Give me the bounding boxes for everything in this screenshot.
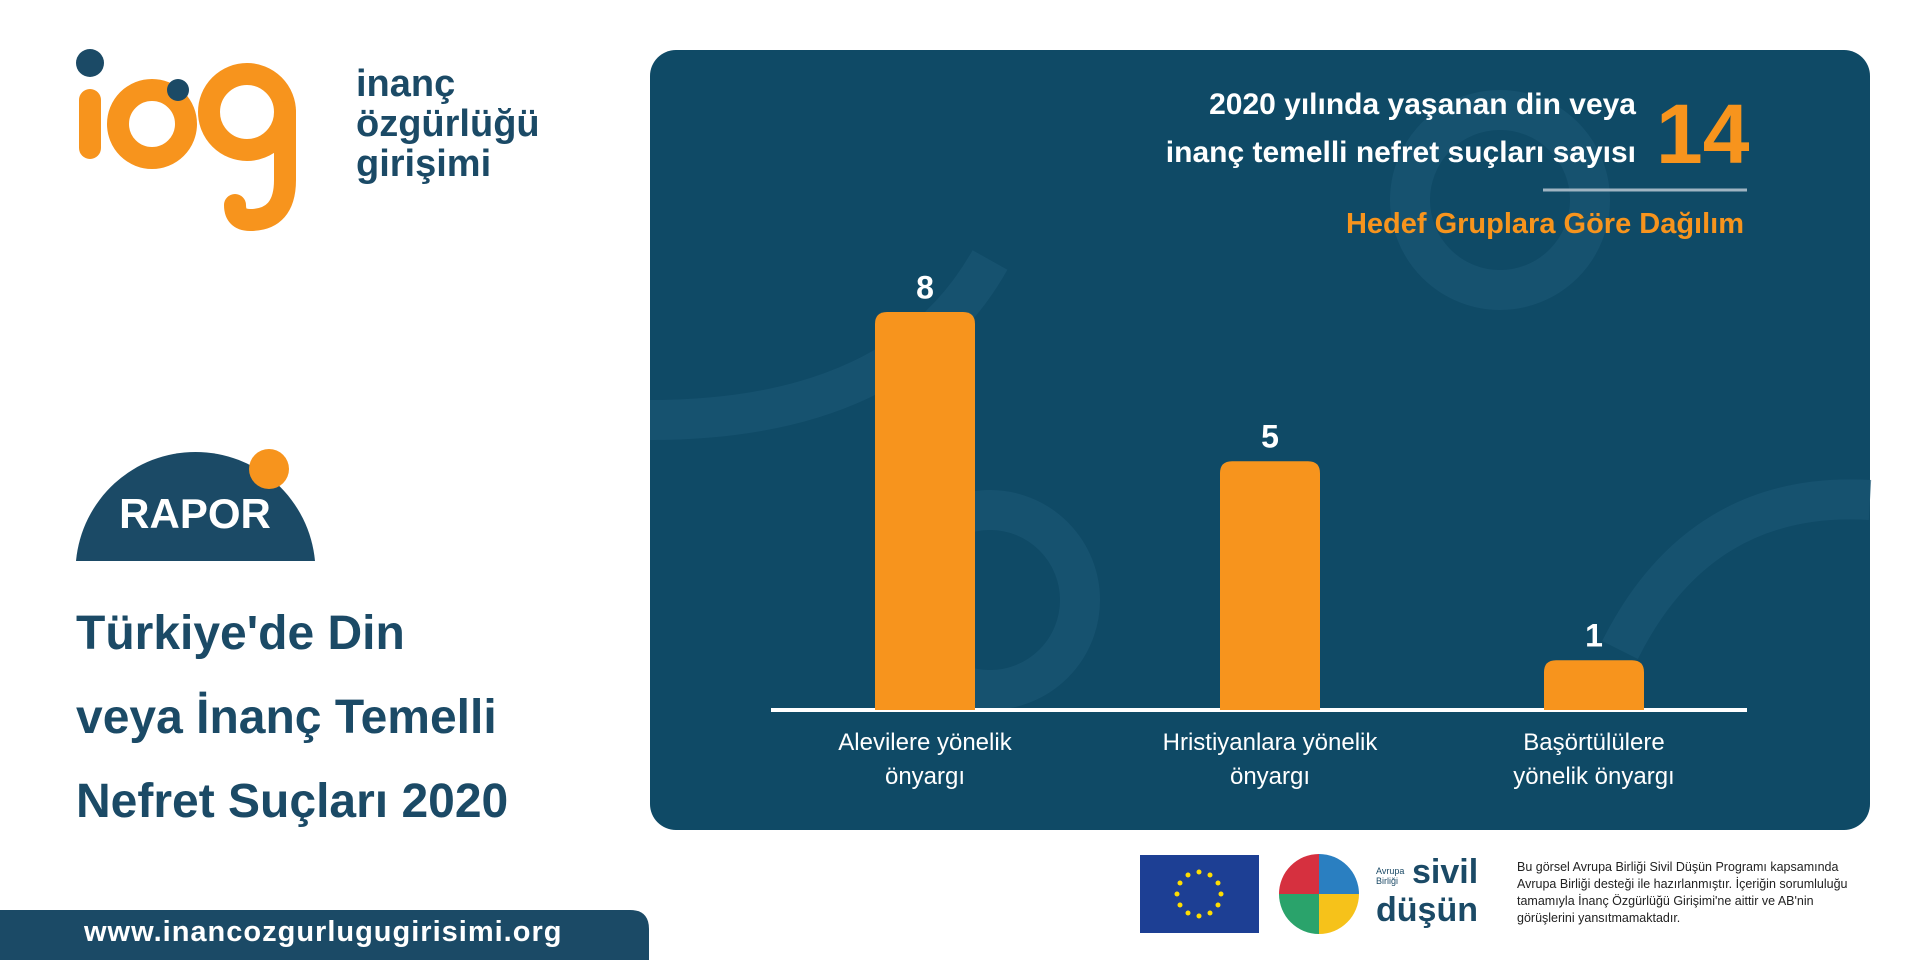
eu-flag	[1140, 855, 1259, 933]
category-label: Hristiyanlara yönelik önyargı	[1162, 729, 1378, 790]
disclaimer: tamamıyla İnanç Özgürlüğü Girişimi'ne ai…	[1517, 894, 1814, 908]
logo-dot	[76, 49, 104, 77]
logo-dot	[167, 79, 189, 101]
chart-title: inanç temelli nefret suçları sayısı	[1165, 136, 1636, 169]
logo-mark	[79, 63, 296, 232]
sponsor-name: sivil	[1412, 853, 1479, 891]
url-bar	[0, 910, 649, 960]
sponsor-small: Avrupa Birliği	[1376, 866, 1405, 886]
sponsor-name: düşün	[1376, 891, 1478, 929]
sponsor-logo	[1279, 854, 1359, 934]
chart-title: 2020 yılında yaşanan din veya	[1209, 88, 1636, 121]
value-label: 8	[916, 269, 934, 305]
report-title: Türkiye'de Din	[76, 607, 405, 660]
category-label: Başörtülülere yönelik önyargı	[1513, 729, 1675, 790]
disclaimer: Avrupa Birliği desteği ile hazırlanmıştı…	[1517, 877, 1848, 891]
chart-subtitle: Hedef Gruplara Göre Dağılım	[1345, 208, 1744, 240]
badge-label: RAPOR	[119, 490, 271, 537]
bar	[875, 312, 975, 710]
website: www.inancozgurlugugirisimi.org	[84, 916, 563, 948]
logo-text: özgürlüğü	[356, 103, 540, 145]
bar	[1544, 660, 1644, 710]
badge-dot	[249, 449, 289, 489]
disclaimer: görüşlerini yansıtmamaktadır.	[1517, 911, 1681, 925]
value-label: 5	[1261, 419, 1279, 455]
logo-text: inanç	[356, 63, 456, 105]
report-title: Nefret Suçları 2020	[76, 775, 509, 828]
disclaimer: Bu görsel Avrupa Birliği Sivil Düşün Pro…	[1517, 860, 1839, 874]
value-label: 1	[1585, 618, 1603, 654]
logo-text: girişimi	[356, 143, 492, 185]
report-title: veya İnanç Temelli	[76, 691, 497, 744]
category-label: Alevilere yönelik önyargı	[838, 729, 1012, 790]
bar	[1220, 461, 1320, 710]
total: 14	[1656, 87, 1750, 181]
